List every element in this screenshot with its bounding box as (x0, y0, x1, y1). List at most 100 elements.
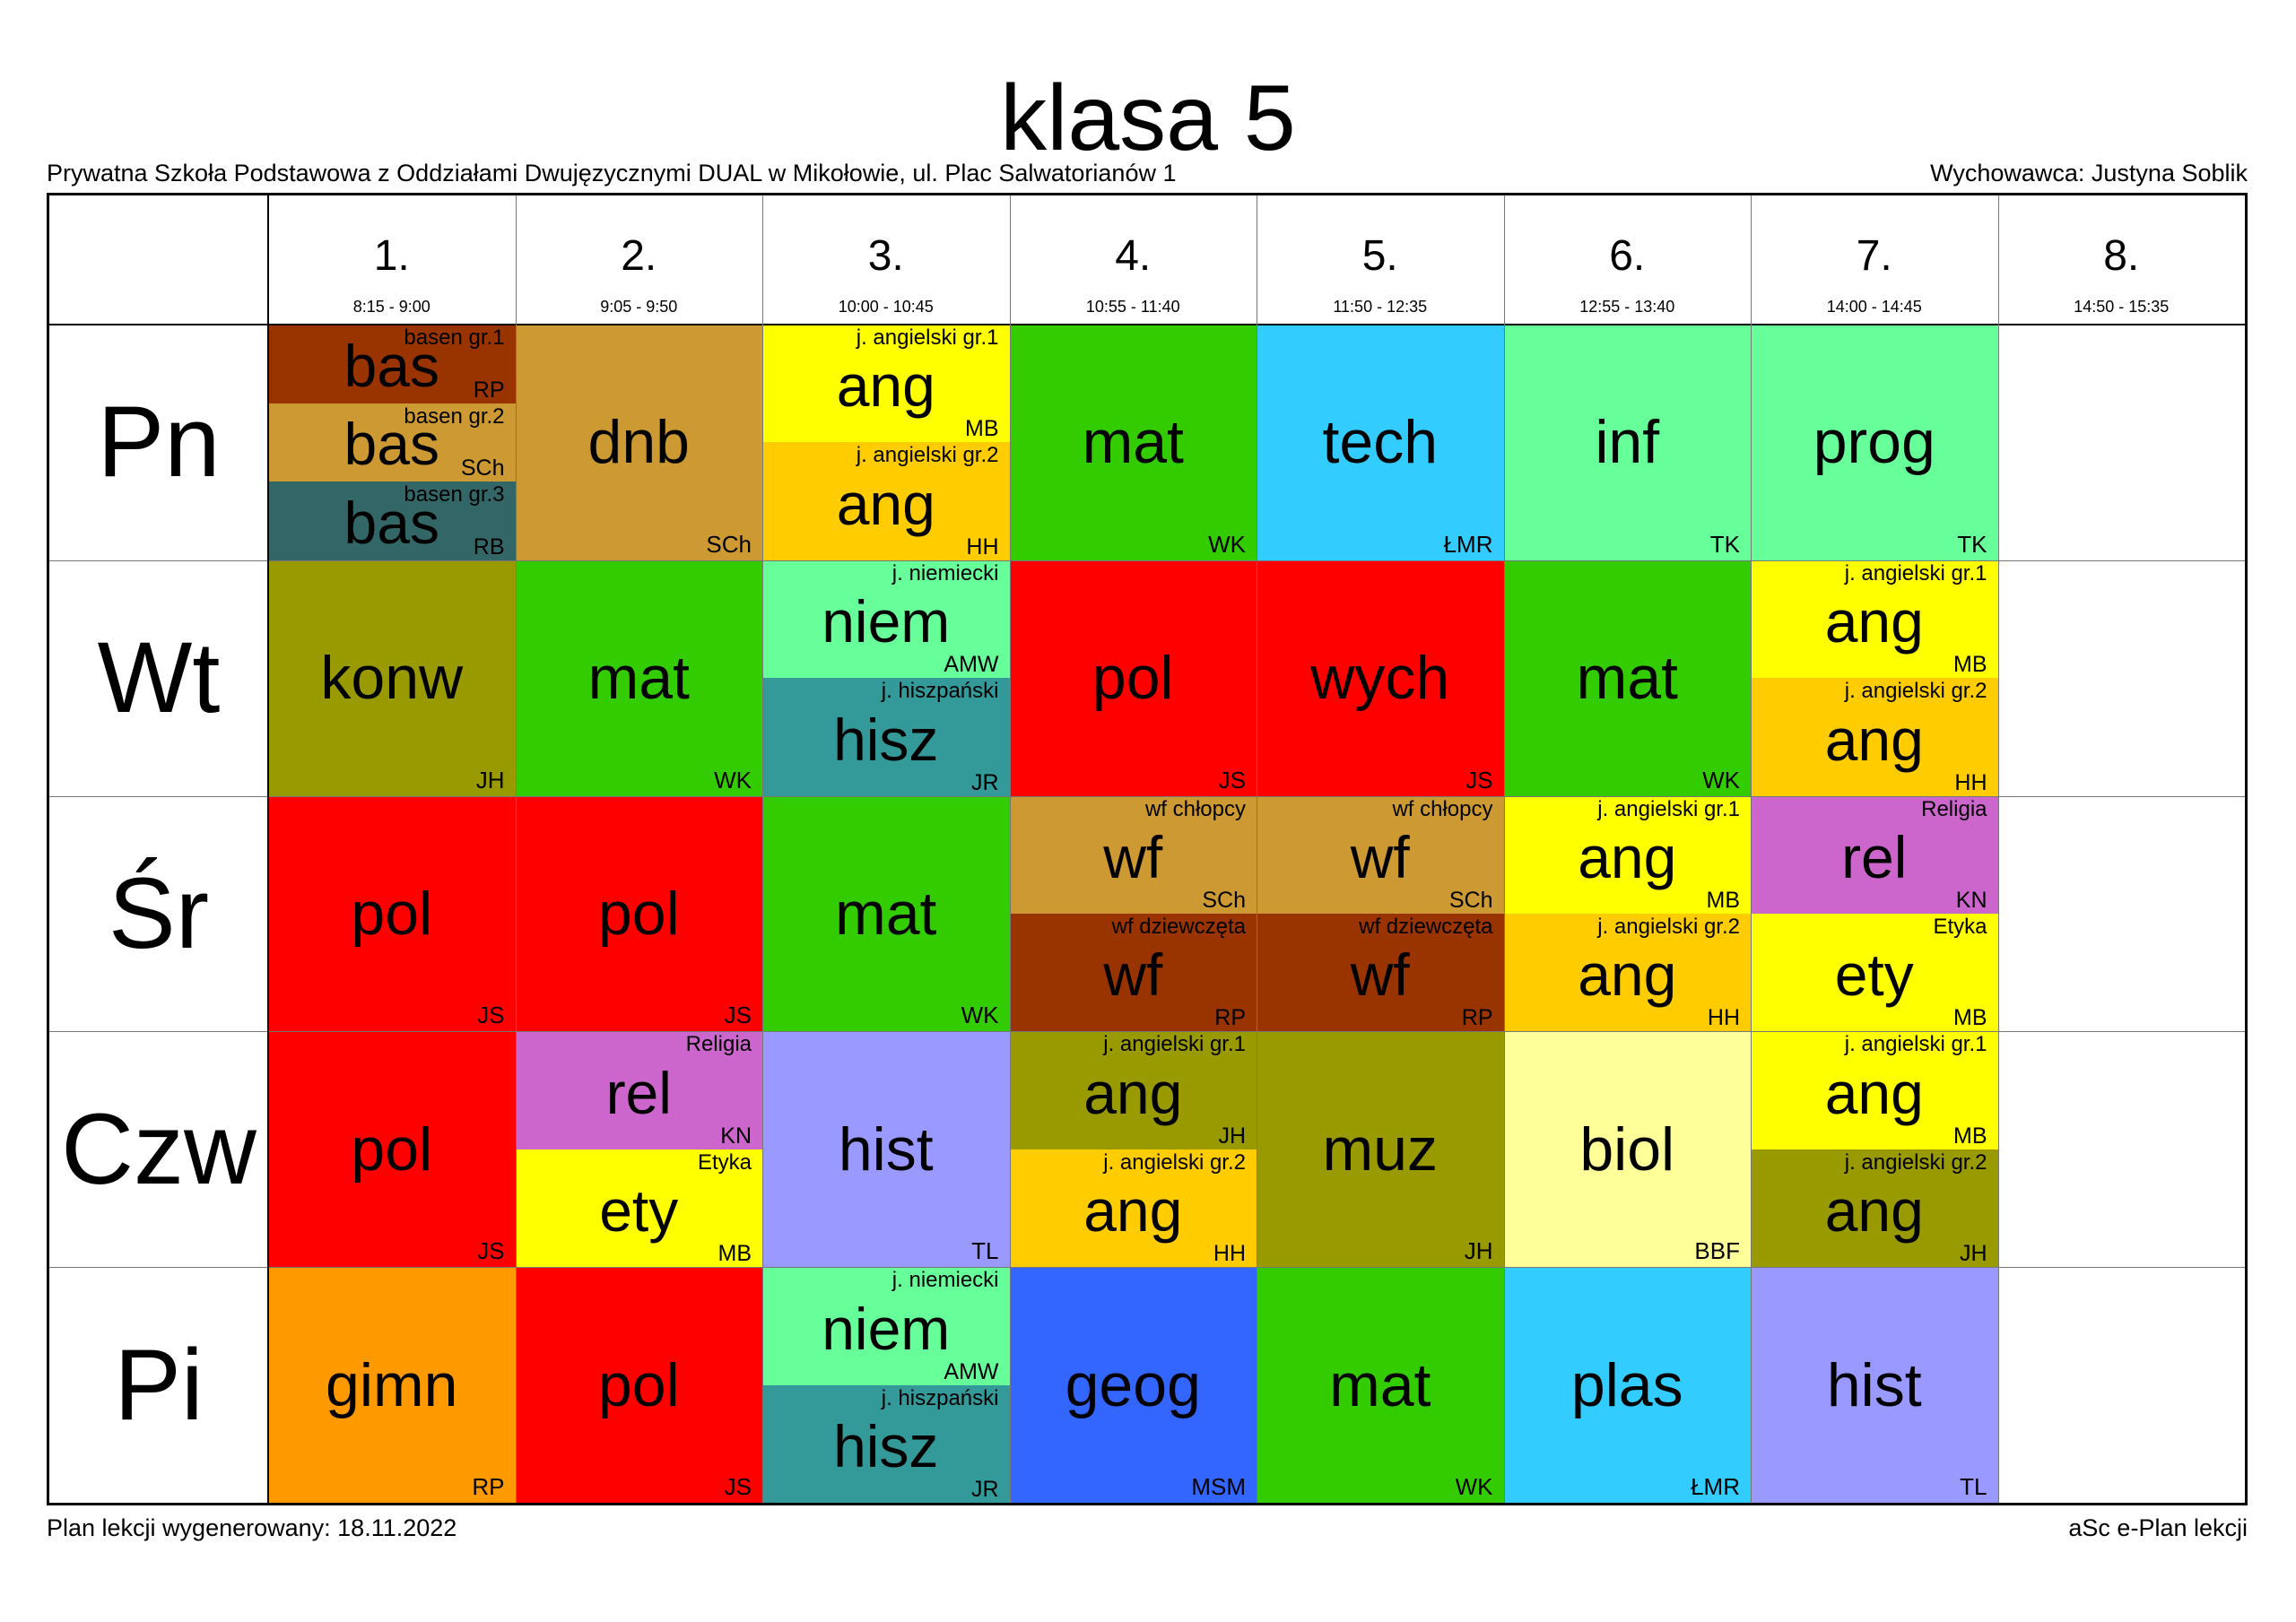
lesson-cell[interactable]: ang j. angielski gr.2 HH (1503, 914, 1751, 1032)
lesson-teacher: SCh (1448, 887, 1493, 913)
period-number: 1. (373, 232, 410, 280)
lesson-cell[interactable]: ang j. angielski gr.2 HH (1009, 1149, 1257, 1268)
period-time: 9:05 - 9:50 (600, 298, 678, 316)
lesson-cell[interactable]: plas ŁMR (1503, 1267, 1751, 1503)
lesson-cell[interactable]: geog MSM (1009, 1267, 1257, 1503)
lesson-subject: mat (835, 879, 937, 948)
lesson-teacher: WK (1702, 766, 1740, 794)
lesson-group: j. angielski gr.2 (1103, 1149, 1246, 1175)
lesson-cell[interactable]: wf wf chłopcy SCh (1257, 795, 1504, 914)
lesson-teacher: MB (1953, 652, 1987, 678)
lesson-subject: ang (1083, 1059, 1183, 1126)
lesson-cell[interactable]: ang j. angielski gr.1 MB (1751, 1031, 1998, 1149)
lesson-cell[interactable]: ang j. angielski gr.1 JH (1009, 1031, 1257, 1149)
lesson-teacher: AMW (944, 652, 999, 678)
lesson-cell[interactable]: bas basen gr.3 RB (268, 481, 516, 560)
lesson-subject: tech (1322, 408, 1439, 477)
period-header: 1. 8:15 - 9:00 (268, 195, 516, 325)
period-number: 6. (1609, 232, 1646, 280)
lesson-group: basen gr.1 (404, 325, 505, 350)
generated-date: Plan lekcji wygenerowany: 18.11.2022 (47, 1514, 457, 1541)
lesson-group: j. angielski gr.1 (1597, 796, 1740, 821)
lesson-cell[interactable]: ang j. angielski gr.2 JH (1751, 1149, 1998, 1268)
lesson-cell[interactable]: wych JS (1257, 559, 1504, 796)
lesson-cell[interactable]: mat WK (1009, 325, 1257, 560)
lesson-cell[interactable]: ety Etyka MB (515, 1149, 762, 1268)
lesson-cell[interactable]: ang j. angielski gr.1 MB (762, 325, 1010, 443)
lesson-cell[interactable]: hist TL (1751, 1267, 1998, 1503)
lesson-cell[interactable]: mat WK (515, 559, 762, 796)
lesson-cell[interactable]: prog TK (1751, 325, 1998, 560)
lesson-teacher: BBF (1694, 1237, 1740, 1265)
lesson-cell[interactable]: wf wf dziewczęta RP (1257, 914, 1504, 1032)
lesson-subject: bas (344, 411, 439, 478)
lesson-teacher: JR (970, 769, 999, 795)
lesson-cell[interactable]: pol JS (515, 1267, 762, 1503)
lesson-group: j. angielski gr.2 (1597, 915, 1740, 939)
lesson-cell[interactable]: gimn RP (268, 1267, 516, 1503)
lesson-cell[interactable]: ang j. angielski gr.2 HH (1751, 678, 1998, 796)
lesson-subject: muz (1322, 1115, 1438, 1184)
row-divider (49, 1267, 2245, 1269)
lesson-teacher: JS (724, 1472, 752, 1500)
lesson-cell[interactable]: biol BBF (1503, 1031, 1751, 1268)
lesson-teacher: HH (1213, 1241, 1246, 1267)
lesson-cell[interactable]: niem j. niemiecki AMW (762, 559, 1010, 679)
lesson-teacher: RP (472, 1472, 505, 1500)
lesson-subject: ang (1824, 588, 1924, 655)
lesson-cell[interactable]: hist TL (762, 1031, 1010, 1268)
lesson-cell[interactable]: rel Religia KN (1751, 795, 1998, 914)
lesson-cell[interactable]: pol JS (268, 1031, 516, 1268)
day-label: Pn (97, 386, 221, 499)
lesson-cell[interactable]: mat WK (1503, 559, 1751, 796)
lesson-teacher: HH (1707, 1005, 1740, 1031)
lesson-cell[interactable]: pol JS (515, 795, 762, 1032)
lesson-subject: pol (351, 879, 433, 948)
lesson-cell[interactable]: dnb SCh (515, 325, 762, 560)
lesson-cell[interactable]: pol JS (268, 795, 516, 1032)
period-number: 2. (621, 232, 657, 280)
lesson-subject: hist (1826, 1350, 1922, 1419)
lesson-subject: ang (836, 470, 935, 537)
lesson-cell[interactable]: tech ŁMR (1257, 325, 1504, 560)
lesson-teacher: WK (961, 1002, 999, 1029)
lesson-cell[interactable]: hisz j. hiszpański JR (762, 678, 1010, 796)
lesson-subject: pol (597, 879, 680, 948)
lesson-cell[interactable]: ang j. angielski gr.1 MB (1503, 795, 1751, 914)
column-divider (1751, 195, 1752, 1503)
lesson-cell[interactable]: ang j. angielski gr.2 HH (762, 442, 1010, 560)
lesson-cell[interactable]: bas basen gr.1 RP (268, 325, 516, 403)
lesson-cell[interactable]: mat WK (762, 795, 1010, 1032)
lesson-cell[interactable]: hisz j. hiszpański JR (762, 1384, 1010, 1503)
period-time: 11:50 - 12:35 (1333, 298, 1428, 316)
lesson-teacher: RP (1214, 1005, 1246, 1031)
lesson-cell[interactable]: wf wf chłopcy SCh (1009, 795, 1257, 914)
lesson-group: basen gr.3 (404, 482, 505, 507)
lesson-group: j. angielski gr.1 (1103, 1032, 1246, 1057)
lesson-cell[interactable]: mat WK (1257, 1267, 1504, 1503)
lesson-cell[interactable]: ang j. angielski gr.1 MB (1751, 559, 1998, 679)
lesson-cell[interactable]: inf TK (1503, 325, 1751, 560)
period-number: 8. (2103, 232, 2140, 280)
lesson-subject: bas (344, 489, 439, 556)
lesson-cell[interactable]: konw JH (268, 559, 516, 796)
lesson-cell[interactable]: niem j. niemiecki AMW (762, 1267, 1010, 1385)
lesson-cell[interactable]: ety Etyka MB (1751, 914, 1998, 1032)
lesson-subject: ang (1824, 706, 1924, 773)
lesson-cell[interactable]: rel Religia KN (515, 1031, 762, 1149)
lesson-group: j. angielski gr.2 (1844, 1149, 1987, 1175)
lesson-cell[interactable]: bas basen gr.2 SCh (268, 403, 516, 482)
lesson-subject: wych (1310, 644, 1450, 713)
row-divider (49, 795, 2245, 797)
lesson-subject: wf (1103, 823, 1163, 890)
lesson-subject: ety (599, 1177, 679, 1245)
lesson-group: wf chłopcy (1392, 796, 1493, 821)
lesson-teacher: JH (475, 766, 505, 794)
lesson-subject: ety (1834, 941, 1914, 1009)
lesson-teacher: JS (477, 1237, 505, 1265)
lesson-cell[interactable]: muz JH (1257, 1031, 1504, 1268)
lesson-cell[interactable]: wf wf dziewczęta RP (1009, 914, 1257, 1032)
timetable-grid: 1. 8:15 - 9:00 2. 9:05 - 9:50 3. 10:00 - 10:4… (47, 193, 2248, 1505)
lesson-cell[interactable]: pol JS (1009, 559, 1257, 796)
lesson-teacher: JH (1464, 1237, 1493, 1265)
